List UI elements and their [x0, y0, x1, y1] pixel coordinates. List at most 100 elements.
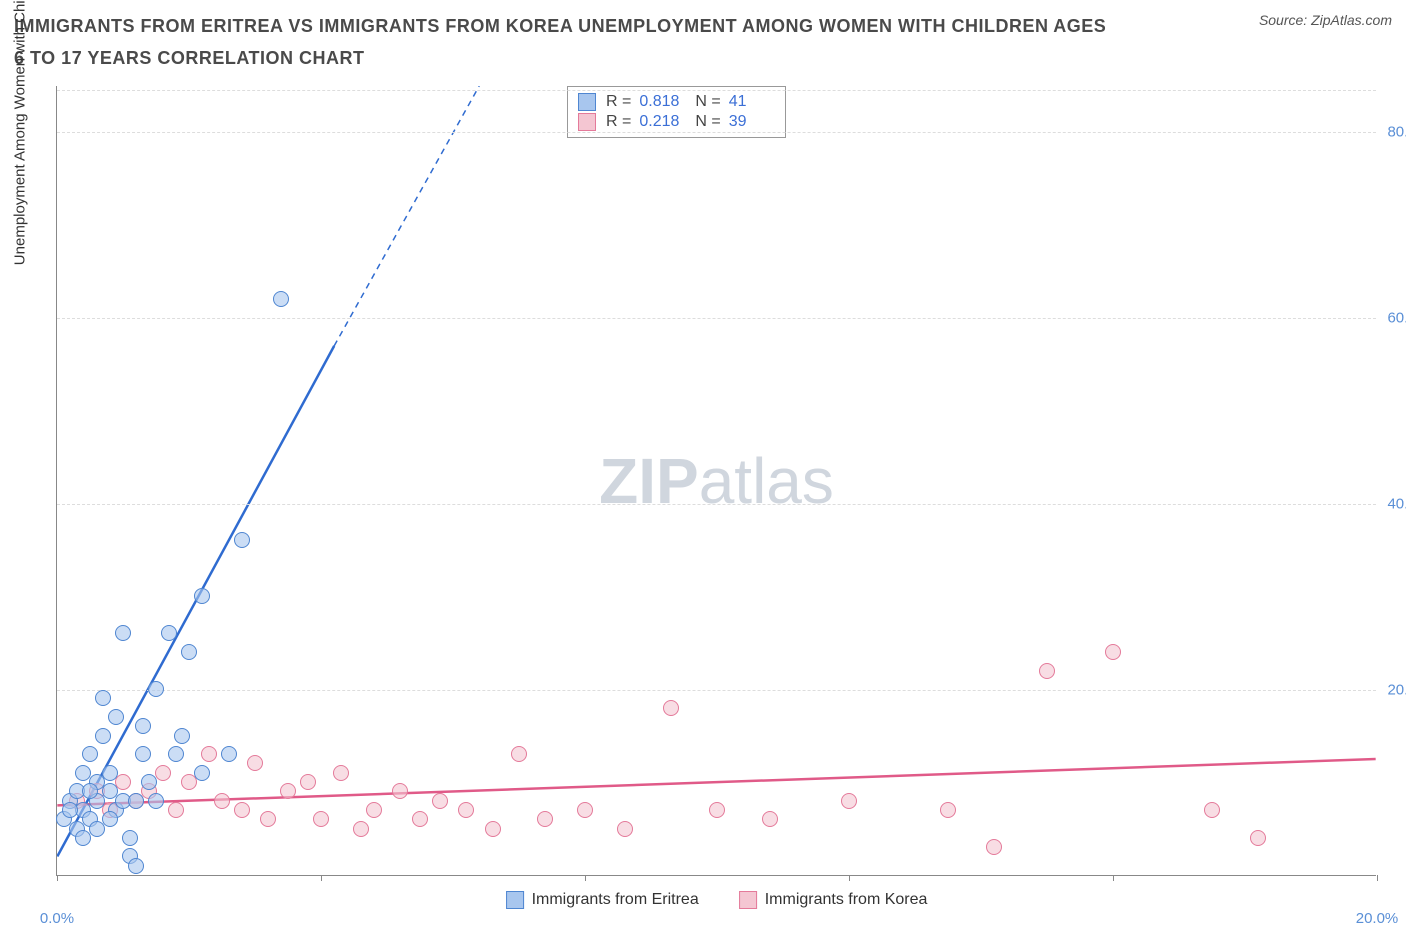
stats-box: R = 0.818 N = 41 R = 0.218 N = 39 [567, 86, 786, 138]
scatter-point [247, 755, 263, 771]
scatter-point [201, 746, 217, 762]
legend-swatch-0 [506, 891, 524, 909]
gridline-h [57, 132, 1376, 133]
stats-swatch-1 [578, 113, 596, 131]
watermark-zip: ZIP [599, 445, 699, 517]
scatter-point [168, 802, 184, 818]
scatter-point [353, 821, 369, 837]
scatter-point [128, 793, 144, 809]
scatter-point [260, 811, 276, 827]
source-label: Source: ZipAtlas.com [1259, 12, 1392, 28]
scatter-point [234, 802, 250, 818]
scatter-point [709, 802, 725, 818]
y-tick-label: 60.0% [1387, 310, 1406, 327]
stats-n-label-0: N = [695, 93, 720, 111]
scatter-point [940, 802, 956, 818]
scatter-point [108, 709, 124, 725]
scatter-point [148, 793, 164, 809]
scatter-point [102, 811, 118, 827]
y-tick-label: 40.0% [1387, 496, 1406, 513]
scatter-point [663, 700, 679, 716]
scatter-point [300, 774, 316, 790]
x-tick-label: 0.0% [40, 910, 74, 927]
x-tick [321, 875, 322, 881]
scatter-point [485, 821, 501, 837]
scatter-point [412, 811, 428, 827]
scatter-point [234, 532, 250, 548]
scatter-point [115, 774, 131, 790]
scatter-point [1250, 830, 1266, 846]
x-tick-label: 20.0% [1356, 910, 1399, 927]
scatter-point [115, 625, 131, 641]
scatter-point [141, 774, 157, 790]
scatter-point [1204, 802, 1220, 818]
scatter-point [128, 858, 144, 874]
scatter-point [95, 690, 111, 706]
scatter-point [135, 746, 151, 762]
scatter-point [161, 625, 177, 641]
x-tick [1113, 875, 1114, 881]
scatter-point [577, 802, 593, 818]
scatter-point [194, 765, 210, 781]
scatter-point [221, 746, 237, 762]
scatter-point [168, 746, 184, 762]
plot-area: ZIPatlas R = 0.818 N = 41 R = 0.218 N = … [56, 86, 1376, 876]
y-axis-label: Unemployment Among Women with Children A… [12, 0, 29, 265]
scatter-point [82, 783, 98, 799]
stats-r-val-1: 0.218 [639, 113, 685, 131]
scatter-point [392, 783, 408, 799]
stats-n-label-1: N = [695, 113, 720, 131]
scatter-point [458, 802, 474, 818]
chart-title: IMMIGRANTS FROM ERITREA VS IMMIGRANTS FR… [14, 10, 1114, 75]
x-tick [57, 875, 58, 881]
scatter-point [762, 811, 778, 827]
scatter-point [432, 793, 448, 809]
trend-line-dashed [334, 86, 479, 346]
scatter-point [273, 291, 289, 307]
stats-row-1: R = 0.218 N = 39 [578, 113, 775, 131]
y-tick-label: 20.0% [1387, 682, 1406, 699]
scatter-point [214, 793, 230, 809]
y-tick-label: 80.0% [1387, 124, 1406, 141]
legend-label-1: Immigrants from Korea [765, 891, 928, 909]
stats-row-0: R = 0.818 N = 41 [578, 93, 775, 111]
x-tick [849, 875, 850, 881]
gridline-h [57, 690, 1376, 691]
legend-item-1: Immigrants from Korea [739, 891, 928, 909]
watermark: ZIPatlas [599, 444, 834, 518]
scatter-point [194, 588, 210, 604]
scatter-point [986, 839, 1002, 855]
stats-n-val-1: 39 [729, 113, 775, 131]
stats-n-val-0: 41 [729, 93, 775, 111]
watermark-atlas: atlas [699, 445, 834, 517]
scatter-point [62, 802, 78, 818]
scatter-point [135, 718, 151, 734]
legend-swatch-1 [739, 891, 757, 909]
stats-r-label-1: R = [606, 113, 631, 131]
x-tick [1377, 875, 1378, 881]
scatter-point [366, 802, 382, 818]
scatter-point [174, 728, 190, 744]
scatter-point [511, 746, 527, 762]
scatter-point [333, 765, 349, 781]
legend-item-0: Immigrants from Eritrea [506, 891, 699, 909]
legend: Immigrants from Eritrea Immigrants from … [506, 891, 928, 909]
scatter-point [280, 783, 296, 799]
scatter-point [102, 765, 118, 781]
gridline-h [57, 90, 1376, 91]
scatter-point [537, 811, 553, 827]
scatter-point [617, 821, 633, 837]
scatter-point [122, 830, 138, 846]
stats-r-label-0: R = [606, 93, 631, 111]
stats-r-val-0: 0.818 [639, 93, 685, 111]
legend-label-0: Immigrants from Eritrea [532, 891, 699, 909]
scatter-point [841, 793, 857, 809]
scatter-point [313, 811, 329, 827]
scatter-point [1105, 644, 1121, 660]
scatter-point [1039, 663, 1055, 679]
gridline-h [57, 318, 1376, 319]
scatter-point [95, 728, 111, 744]
scatter-point [181, 644, 197, 660]
scatter-point [82, 746, 98, 762]
scatter-point [155, 765, 171, 781]
